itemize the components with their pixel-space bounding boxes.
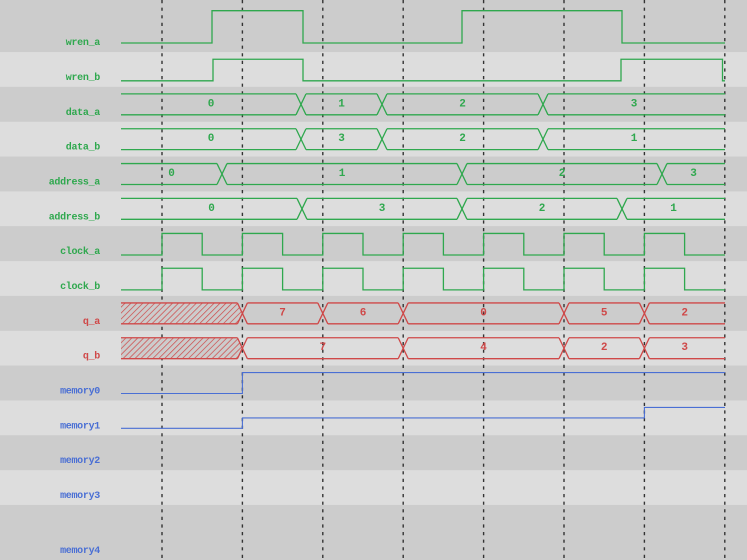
svg-text:0: 0	[208, 98, 215, 110]
svg-text:6: 6	[360, 307, 367, 319]
svg-text:4: 4	[480, 342, 487, 354]
svg-text:3: 3	[338, 133, 345, 145]
svg-text:1: 1	[338, 98, 345, 110]
svg-text:0: 0	[168, 168, 175, 180]
svg-text:memory4: memory4	[60, 546, 100, 557]
svg-text:memory2: memory2	[60, 456, 100, 467]
svg-text:memory3: memory3	[60, 491, 100, 502]
svg-text:1: 1	[631, 133, 638, 145]
svg-text:0: 0	[208, 133, 215, 145]
svg-text:0: 0	[480, 307, 487, 319]
svg-text:wren_b: wren_b	[66, 72, 101, 84]
svg-text:wren_a: wren_a	[66, 38, 101, 49]
svg-text:data_b: data_b	[66, 142, 101, 154]
svg-text:0: 0	[208, 203, 215, 215]
svg-text:3: 3	[690, 168, 697, 180]
svg-text:3: 3	[681, 342, 688, 354]
svg-text:clock_a: clock_a	[60, 246, 100, 258]
svg-text:2: 2	[559, 168, 566, 180]
svg-text:7: 7	[319, 342, 326, 354]
svg-text:1: 1	[339, 168, 346, 180]
svg-text:5: 5	[601, 307, 608, 319]
svg-text:address_b: address_b	[49, 211, 101, 223]
svg-text:2: 2	[539, 203, 546, 215]
svg-text:2: 2	[681, 307, 688, 319]
svg-text:7: 7	[279, 307, 286, 319]
svg-text:q_a: q_a	[83, 317, 100, 328]
svg-text:1: 1	[670, 203, 677, 215]
svg-text:address_a: address_a	[49, 176, 101, 188]
svg-text:memory1: memory1	[60, 421, 100, 432]
svg-text:clock_b: clock_b	[60, 281, 100, 293]
svg-text:2: 2	[601, 342, 608, 354]
svg-text:3: 3	[631, 98, 638, 110]
svg-text:3: 3	[379, 203, 386, 215]
svg-text:2: 2	[459, 133, 466, 145]
svg-text:data_a: data_a	[66, 107, 101, 119]
svg-text:q_b: q_b	[83, 351, 100, 363]
svg-text:memory0: memory0	[60, 386, 100, 397]
svg-text:2: 2	[459, 98, 466, 110]
